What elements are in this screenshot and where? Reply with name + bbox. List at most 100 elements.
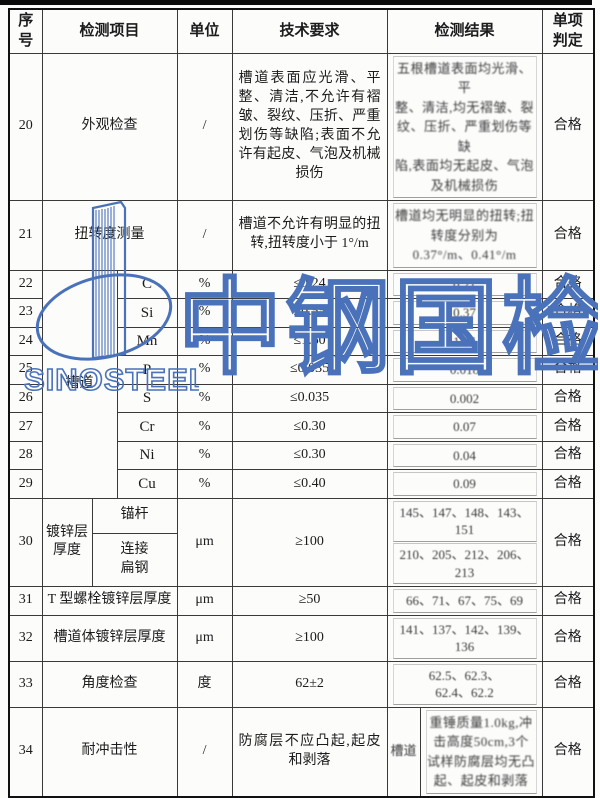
table-row: 27 Cr % ≤0.30 0.07 合格: [8, 412, 595, 442]
header-no: 序号: [8, 8, 43, 54]
row33-requirement: 62±2: [231, 660, 388, 708]
row33-item: 角度检查: [41, 660, 178, 708]
row30-sub1: 锚杆: [91, 497, 178, 534]
row32-unit: μm: [176, 614, 233, 662]
chem-verdict: 合格: [541, 412, 595, 442]
row34-item: 耐冲击性: [41, 706, 178, 798]
chem-requirement: ≤0.30: [231, 412, 388, 442]
header-unit: 单位: [176, 8, 233, 54]
row34-requirement: 防腐层不应凸起,起皮和剥落: [231, 706, 388, 798]
chem-unit: %: [176, 269, 233, 300]
row21-item: 扭转度测量: [41, 200, 178, 271]
chem-verdict: 合格: [541, 469, 595, 499]
chem-result-text: 0.002: [449, 390, 480, 406]
row34-sample-text: 槽道: [390, 742, 417, 758]
row34-result-text: 重锤质量1.0kg,冲 击高度50cm,3个 试样防腐层均无凸 起、起皮和剥落: [427, 714, 536, 789]
chem-verdict: 合格: [541, 326, 595, 357]
row20-item: 外观检查: [41, 52, 178, 201]
row34-result: 重锤质量1.0kg,冲 击高度50cm,3个 试样防腐层均无凸 起、起皮和剥落: [419, 706, 543, 798]
chem-result: 0.04: [386, 440, 543, 471]
chem-verdict: 合格: [541, 383, 595, 414]
row34-unit: /: [176, 706, 233, 798]
row32-result: 141、137、142、139、136: [386, 614, 543, 662]
table-row: 32 槽道体镀锌层厚度 μm ≥100 141、137、142、139、136 …: [8, 614, 595, 662]
chem-no: 25: [8, 355, 43, 385]
header-req: 技术要求: [231, 8, 388, 54]
chem-element: P: [116, 355, 178, 385]
chem-result: 0.018: [386, 355, 543, 385]
row20-no: 20: [8, 52, 43, 201]
chem-result: 0.09: [386, 469, 543, 499]
chem-no: 29: [8, 469, 43, 499]
chem-element: C: [116, 269, 178, 300]
header-verdict-text: 单项 判定: [552, 13, 583, 50]
chem-no: 22: [8, 269, 43, 300]
chem-unit: %: [176, 412, 233, 442]
chem-element: Mn: [116, 326, 178, 357]
header-row: 序号 检测项目 单位 技术要求 检测结果 单项 判定: [8, 8, 595, 54]
chem-element: Cr: [116, 412, 178, 442]
row32-requirement: ≥100: [231, 614, 388, 662]
chem-result-text: 0.37: [453, 305, 476, 321]
row33-unit: 度: [176, 660, 233, 708]
row30-sub2: 连接 扁钢: [91, 532, 178, 588]
row33-verdict: 合格: [541, 660, 595, 708]
row31-result-text: 66、71、67、75、69: [406, 593, 524, 609]
chem-no: 28: [8, 440, 43, 471]
chem-no: 26: [8, 383, 43, 414]
row32-no: 32: [8, 614, 43, 662]
row20-unit: /: [176, 52, 233, 201]
table-row: 连接 扁钢: [9, 532, 594, 588]
row20-result: 五根槽道表面均光滑、平 整、清洁,均无褶皱、裂 纹、压折、严重划伤等缺 陷,表面…: [386, 52, 543, 201]
inspection-report-table: 序号 检测项目 单位 技术要求 检测结果 单项 判定 20 外观检查 / 槽道表…: [8, 8, 596, 798]
chem-result: 0.07: [386, 412, 543, 442]
row31-requirement: ≥50: [231, 586, 388, 616]
chem-unit: %: [176, 298, 233, 328]
chem-result-text: 0.09: [453, 476, 476, 492]
chem-unit: %: [176, 326, 233, 357]
row30-result1-text: 145、147、148、143、151: [399, 504, 530, 538]
chem-element: S: [116, 383, 178, 414]
row31-result: 66、71、67、75、69: [386, 586, 543, 616]
chem-verdict: 合格: [541, 440, 595, 471]
header-item: 检测项目: [41, 8, 178, 54]
row21-requirement: 槽道不允许有明显的扭转,扭转度小于 1°/m: [231, 200, 388, 271]
chem-no: 27: [8, 412, 43, 442]
chem-result: 0.37: [386, 298, 543, 328]
row21-verdict: 合格: [541, 200, 595, 271]
row30-requirement: ≥100: [231, 497, 388, 588]
table-row: 26 S % ≤0.035 0.002 合格: [8, 383, 595, 414]
row34-verdict: 合格: [541, 706, 595, 798]
chem-result-text: 0.21: [453, 276, 476, 292]
row30-verdict: 合格: [541, 497, 595, 588]
page-top-rule: [0, 0, 592, 5]
chem-unit: %: [176, 355, 233, 385]
chem-verdict: 合格: [541, 355, 595, 385]
chem-element: Si: [116, 298, 178, 328]
chem-result-text: 0.018: [449, 362, 480, 378]
row21-result: 槽道均无明显的扭转;扭 转度分别为 0.37°/m、0.41°/m: [386, 200, 543, 271]
chem-result-text: 0.07: [453, 419, 476, 435]
table-row: 20 外观检查 / 槽道表面应光滑、平整、清洁,不允许有褶皱、裂纹、压折、严重划…: [8, 52, 595, 201]
chem-verdict: 合格: [541, 269, 595, 300]
row20-requirement: 槽道表面应光滑、平整、清洁,不允许有褶皱、裂纹、压折、严重划伤等缺陷;表面不允许…: [231, 52, 388, 201]
chem-unit: %: [176, 383, 233, 414]
chem-requirement: ≤0.24: [231, 269, 388, 300]
row34-no: 34: [8, 706, 43, 798]
table-row: 34 耐冲击性 / 防腐层不应凸起,起皮和剥落 槽道 重锤质量1.0kg,冲 击…: [8, 706, 595, 798]
chem-group-cell: 槽道: [41, 269, 118, 499]
chem-result-text: 1.35: [453, 333, 476, 349]
header-verdict: 单项 判定: [541, 8, 595, 54]
chem-no: 24: [8, 326, 43, 357]
table-row: 22 槽道 C % ≤0.24 0.21 合格: [8, 269, 595, 499]
chem-unit: %: [176, 469, 233, 499]
row31-no: 31: [8, 586, 43, 616]
chem-requirement: ≤0.035: [231, 355, 388, 385]
chem-result: 0.002: [386, 383, 543, 414]
chem-element: Cu: [116, 469, 178, 499]
row31-unit: μm: [176, 586, 233, 616]
row31-verdict: 合格: [541, 586, 595, 616]
row32-verdict: 合格: [541, 614, 595, 662]
row30-result: 145、147、148、143、151 210、205、212、206、213: [386, 497, 543, 588]
